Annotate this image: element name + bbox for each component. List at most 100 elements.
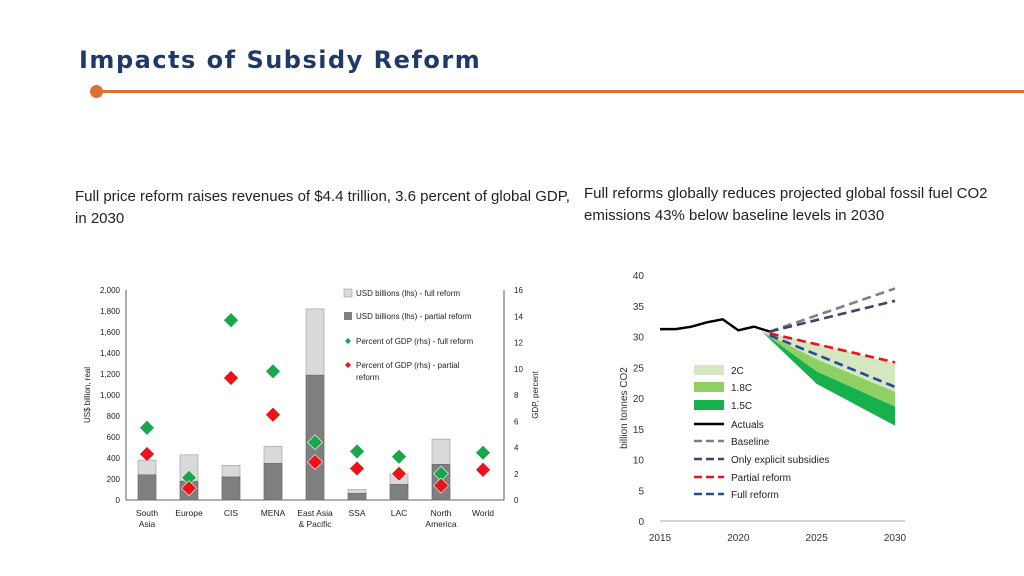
diamond-percent-of-gdp-rhs-partial-reform-mena [265,406,281,423]
bar-chart-right-tick-label: 14 [514,312,523,321]
bar-chart-left-axis-label: US$ billion, real [83,367,92,423]
bar-chart-category-label: World [472,508,494,518]
legend-label-actuals: Actuals [731,420,764,431]
legend-label-2c: 2C [731,366,744,377]
series-line-actuals [660,318,771,333]
legend-label-full-reform: USD billions (lhs) - full reform [356,289,460,298]
bar-chart-right-tick-label: 0 [514,496,519,505]
left-chart-caption: Full price reform raises revenues of $4.… [75,188,570,227]
legend-label-gdp-partial-line2: reform [356,373,379,382]
diamond-percent-of-gdp-rhs-full-reform-cis [223,312,239,329]
bar-chart-category-label: North [431,508,452,518]
line-chart-x-tick-label: 2025 [806,533,829,544]
bar-chart-left-tick-label: 1,800 [100,307,121,316]
line-chart-y-tick-label: 10 [633,456,645,467]
diamond-percent-of-gdp-rhs-partial-reform-ssa [349,460,365,477]
diamond-percent-of-gdp-rhs-partial-reform-europe [181,480,197,497]
legend-label-gdp-partial-line1: Percent of GDP (rhs) - partial [356,361,460,370]
diamond-percent-of-gdp-rhs-full-reform-ssa [349,443,365,460]
legend-swatch-2c [694,365,724,375]
title-rule [96,90,1024,93]
line-chart-y-tick-label: 25 [633,363,645,374]
diamond-percent-of-gdp-rhs-full-reform-lac [391,448,407,465]
bar-chart-left-tick-label: 400 [107,454,121,463]
bar-partial-reform-cis [221,476,241,501]
bar-chart-left-tick-label: 600 [107,433,121,442]
band-1-8c [761,331,895,407]
diamond-percent-of-gdp-rhs-full-reform-south-asia [139,419,155,436]
line-chart-y-tick-label: 15 [633,425,645,436]
legend-marker-gdp-full [345,338,351,344]
bar-partial-reform-lac [389,484,409,501]
band-1-5c [761,331,895,426]
line-chart-y-tick-label: 30 [633,333,645,344]
legend-label-1-8c: 1.8C [731,383,752,394]
bar-chart-right-tick-label: 10 [514,365,523,374]
legend-swatch-partial-reform [344,312,352,320]
bar-chart-category-label: MENA [261,508,286,518]
bar-chart-right-tick-label: 2 [514,470,519,479]
line-chart-y-tick-label: 40 [633,271,645,282]
diamond-percent-of-gdp-rhs-partial-reform-cis [223,370,239,386]
diamond-percent-of-gdp-rhs-partial-reform-lac [391,465,407,482]
bar-chart-left-tick-label: 1,000 [100,391,121,400]
bar-chart-category-label: East Asia [297,508,333,518]
slide-title: Impacts of Subsidy Reform [79,46,482,74]
bar-chart-right-tick-label: 12 [514,339,523,348]
bar-partial-reform-mena [263,463,283,501]
bar-chart-left-tick-label: 1,400 [100,349,121,358]
legend-marker-gdp-partial [345,362,351,368]
line-chart-y-tick-label: 5 [638,486,644,497]
diamond-percent-of-gdp-rhs-partial-reform-north-america [433,477,449,494]
bar-chart-category-label: Europe [175,508,203,518]
bar-chart-category-label: South [136,508,158,518]
series-line-only-explicit-subsidies [769,299,896,333]
bar-chart-left-tick-label: 1,200 [100,370,121,379]
legend-label-baseline: Baseline [731,437,770,448]
bar-chart-category-label: LAC [391,508,408,518]
legend-label-partial-reform: Partial reform [731,473,791,484]
legend-label-only-explicit-subsidies: Only explicit subsidies [731,455,829,466]
bar-chart-right-tick-label: 8 [514,391,519,400]
legend-swatch-full-reform [343,288,353,298]
bar-chart-category-label: & Pacific [298,519,332,529]
legend-swatch-1-5c [694,400,724,410]
diamond-percent-of-gdp-rhs-partial-reform-south-asia [139,446,155,462]
bar-partial-reform-south-asia [137,474,157,501]
legend-label-full-reform: Full reform [731,490,779,501]
line-chart-y-axis-label: billion tonnes CO2 [619,367,630,449]
line-chart-x-tick-label: 2015 [649,533,672,544]
bar-chart-right-tick-label: 6 [514,417,519,426]
right-chart-caption: Full reforms globally reduces projected … [584,185,988,224]
legend-swatch-1-8c [694,382,724,392]
bar-chart-category-label: Asia [139,519,156,529]
line-chart-y-tick-label: 20 [633,394,645,405]
diamond-percent-of-gdp-rhs-full-reform-mena [265,363,281,380]
band-2c [761,331,895,392]
bar-chart-left-tick-label: 1,600 [100,328,121,337]
line-chart-x-tick-label: 2020 [727,533,750,544]
diamond-percent-of-gdp-rhs-full-reform-world [475,444,491,461]
line-chart-y-tick-label: 0 [638,517,644,528]
diamond-percent-of-gdp-rhs-partial-reform-world [475,461,491,478]
bar-chart-right-axis-label: GDP, percent [531,371,540,419]
bar-chart-left-tick-label: 0 [116,496,121,505]
diamond-percent-of-gdp-rhs-partial-reform-east-asia-pacific [307,454,323,470]
bar-chart-right-tick-label: 4 [514,444,519,453]
bar-partial-reform-ssa [347,492,367,501]
diamond-percent-of-gdp-rhs-full-reform-east-asia-pacific [307,434,323,451]
bar-chart-right-tick-label: 16 [514,286,523,295]
bar-chart-left-tick-label: 800 [107,412,121,421]
series-line-partial-reform [769,332,896,364]
series-line-full-reform [769,334,896,389]
line-chart-y-tick-label: 35 [633,302,645,313]
bar-chart-left-tick-label: 200 [107,475,121,484]
bar-chart-category-label: CIS [224,508,239,518]
legend-label-gdp-full: Percent of GDP (rhs) - full reform [356,337,474,346]
bar-chart-category-label: SSA [348,508,365,518]
bar-chart-left-tick-label: 2,000 [100,286,121,295]
legend-label-partial-reform: USD billions (lhs) - partial reform [356,312,472,321]
line-chart-x-tick-label: 2030 [884,533,907,544]
